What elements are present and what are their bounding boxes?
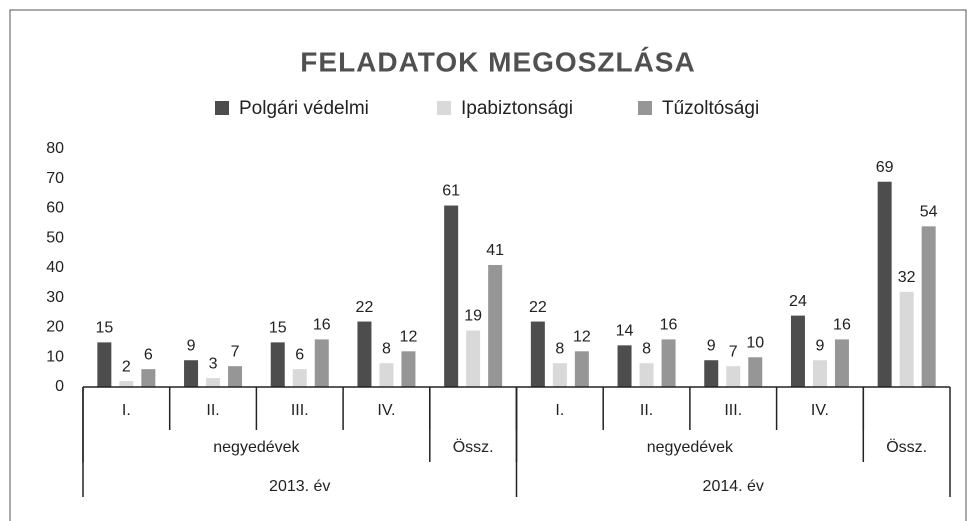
x-tick-label: I. [555, 402, 564, 419]
x-tick-label: I. [122, 402, 131, 419]
bar [834, 339, 849, 387]
value-label: 8 [382, 340, 391, 357]
y-tick-label: 70 [46, 170, 64, 187]
value-label: 16 [313, 317, 331, 334]
bar [488, 265, 503, 387]
year-label: 2013. év [269, 478, 330, 495]
value-label: 54 [920, 204, 938, 221]
value-label: 24 [789, 293, 807, 310]
bar [552, 363, 567, 387]
y-tick-label: 30 [46, 289, 64, 306]
value-label: 8 [642, 340, 651, 357]
chart-title: FELADATOK MEGOSZLÁSA [300, 46, 695, 77]
bar [466, 330, 481, 387]
y-tick-label: 60 [46, 200, 64, 217]
value-label: 12 [400, 329, 418, 346]
x-tick-label: IV. [811, 402, 829, 419]
bar [314, 339, 329, 387]
x-tick-label: III. [291, 402, 309, 419]
value-label: 7 [729, 343, 738, 360]
value-label: 9 [187, 337, 196, 354]
bar [639, 363, 654, 387]
value-label: 22 [356, 299, 374, 316]
bar [141, 369, 156, 387]
bar [401, 351, 416, 387]
bar [812, 360, 827, 387]
bar [184, 360, 199, 387]
value-label: 6 [144, 346, 153, 363]
legend-label: Polgári védelmi [239, 98, 369, 119]
value-label: 9 [707, 337, 716, 354]
y-tick-label: 40 [46, 259, 64, 276]
value-label: 2 [122, 358, 131, 375]
group-label: negyedévek [213, 439, 300, 456]
bar [790, 315, 805, 387]
value-label: 9 [815, 337, 824, 354]
y-tick-label: 80 [46, 140, 64, 157]
value-label: 8 [555, 340, 564, 357]
year-label: 2014. év [703, 478, 764, 495]
y-tick-label: 20 [46, 319, 64, 336]
y-tick-label: 10 [46, 348, 64, 365]
value-label: 16 [660, 317, 678, 334]
group-label: Össz. [886, 438, 927, 456]
value-label: 15 [95, 320, 113, 337]
legend-label: Tűzoltósági [662, 98, 759, 119]
legend-swatch [638, 101, 652, 115]
x-tick-label: IV. [377, 402, 395, 419]
bar [877, 181, 892, 387]
value-label: 61 [442, 183, 460, 200]
bar [270, 342, 285, 387]
value-label: 15 [269, 320, 287, 337]
y-tick-label: 0 [55, 378, 64, 395]
value-label: 14 [616, 323, 634, 340]
value-label: 22 [529, 299, 547, 316]
group-label: negyedévek [647, 439, 734, 456]
value-label: 32 [898, 269, 916, 286]
legend-label: Ipabiztonsági [461, 98, 573, 119]
value-label: 69 [876, 159, 894, 176]
bar [899, 291, 914, 387]
bar [119, 381, 134, 387]
x-tick-label: III. [724, 402, 742, 419]
bar [574, 351, 589, 387]
bar [206, 378, 221, 387]
x-tick-label: II. [206, 402, 219, 419]
bar [357, 321, 372, 387]
group-label: Össz. [453, 438, 494, 456]
bar [228, 366, 243, 387]
legend-swatch [437, 101, 451, 115]
bar [97, 342, 112, 387]
bar [444, 205, 459, 387]
value-label: 41 [486, 242, 504, 259]
value-label: 3 [209, 355, 218, 372]
bar [661, 339, 676, 387]
value-label: 7 [231, 343, 240, 360]
legend-swatch [215, 101, 229, 115]
bar [726, 366, 741, 387]
y-tick-label: 50 [46, 229, 64, 246]
value-label: 19 [464, 308, 482, 325]
bar [530, 321, 545, 387]
bar [292, 369, 307, 387]
bar [921, 226, 936, 387]
value-label: 6 [295, 346, 304, 363]
x-tick-label: II. [640, 402, 653, 419]
value-label: 16 [833, 317, 851, 334]
value-label: 12 [573, 329, 591, 346]
value-label: 10 [746, 334, 764, 351]
bar [379, 363, 394, 387]
bar [617, 345, 632, 387]
bar [748, 357, 763, 387]
bar [704, 360, 719, 387]
frame [9, 9, 967, 521]
